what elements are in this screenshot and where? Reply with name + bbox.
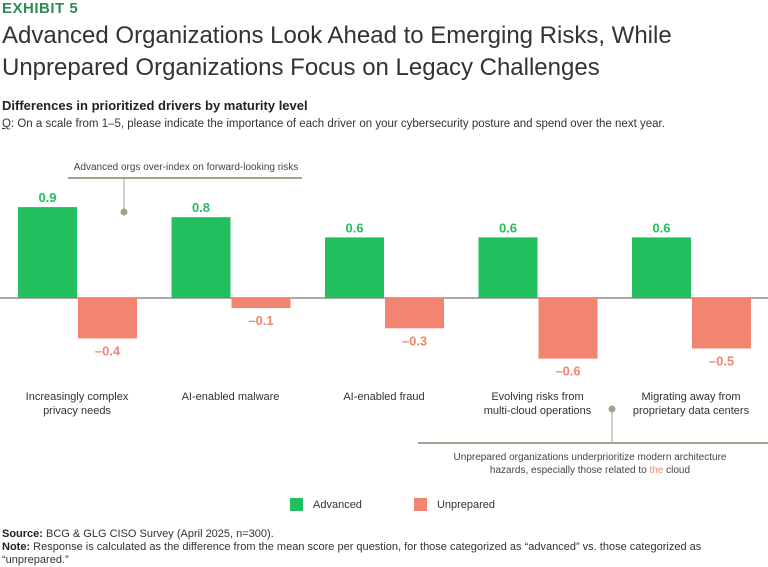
category-label-3-1: multi-cloud operations — [484, 405, 592, 417]
question-text: : On a scale from 1–5, please indicate t… — [10, 118, 665, 130]
bar-unprepared-2 — [385, 298, 444, 329]
annotation-top-text: Advanced orgs over-index on forward-look… — [74, 162, 299, 173]
label-advanced-4: 0.6 — [652, 220, 670, 235]
note-text: Response is calculated as the difference… — [2, 541, 702, 566]
label-unprepared-3: –0.6 — [555, 364, 580, 379]
label-unprepared-2: –0.3 — [402, 333, 427, 348]
legend-swatch-advanced — [290, 498, 303, 511]
bar-unprepared-1 — [231, 298, 291, 309]
label-advanced-2: 0.6 — [345, 220, 363, 235]
source-label: Source: — [2, 528, 43, 540]
label-advanced-3: 0.6 — [499, 220, 517, 235]
annotation-bottom-text-2-pre: hazards, especially those related to — [490, 465, 650, 476]
legend-label-advanced: Advanced — [313, 498, 362, 511]
bar-advanced-0 — [18, 207, 77, 298]
label-unprepared-1: –0.1 — [248, 313, 273, 328]
bar-advanced-4 — [632, 237, 691, 298]
annotation-top-dot — [120, 208, 128, 216]
legend-item-advanced: Advanced — [290, 498, 362, 511]
bar-advanced-1 — [171, 217, 231, 298]
chart-title-line1: Advanced Organizations Look Ahead to Eme… — [2, 22, 672, 49]
survey-question: Q: On a scale from 1–5, please indicate … — [2, 118, 665, 130]
chart-title: Advanced Organizations Look Ahead to Eme… — [2, 20, 762, 84]
question-prefix: Q — [2, 118, 11, 130]
annotation-bottom-text-2-post: cloud — [663, 465, 690, 476]
category-label-3-0: Evolving risks from — [491, 391, 583, 403]
exhibit-label: EXHIBIT 5 — [2, 0, 79, 17]
footer: Source: BCG & GLG CISO Survey (April 202… — [2, 528, 768, 567]
category-label-2-0: AI-enabled fraud — [343, 391, 424, 403]
category-label-0-0: Increasingly complex — [26, 391, 129, 403]
footer-source: Source: BCG & GLG CISO Survey (April 202… — [2, 528, 768, 541]
chart-legend: Advanced Unprepared — [290, 498, 495, 511]
annotation-bottom-dot — [608, 405, 616, 413]
annotation-bottom-text-2: hazards, especially those related to the… — [490, 465, 690, 476]
source-text: BCG & GLG CISO Survey (April 2025, n=300… — [42, 528, 274, 540]
category-label-1-0: AI-enabled malware — [182, 391, 280, 403]
legend-swatch-unprepared — [413, 498, 427, 511]
legend-item-unprepared: Unprepared — [413, 498, 496, 511]
bar-unprepared-4 — [692, 298, 751, 349]
label-advanced-0: 0.9 — [38, 190, 56, 205]
bar-unprepared-0 — [78, 298, 137, 339]
legend-label-unprepared: Unprepared — [436, 498, 496, 511]
label-advanced-1: 0.8 — [192, 200, 210, 215]
footer-note: Note: Response is calculated as the diff… — [2, 541, 768, 567]
note-label: Note: — [2, 541, 31, 553]
annotation-bottom-text-1: Unprepared organizations underprioritize… — [454, 452, 727, 463]
bar-unprepared-3 — [538, 298, 598, 359]
category-label-4-0: Migrating away from — [641, 391, 740, 403]
category-label-4-1: proprietary data centers — [633, 405, 750, 417]
label-unprepared-0: –0.4 — [95, 343, 121, 358]
bar-advanced-3 — [478, 237, 538, 298]
annotation-bottom-text-2-highlight: the — [649, 465, 663, 476]
chart-title-line2: Unprepared Organizations Focus on Legacy… — [2, 54, 600, 81]
chart-subtitle: Differences in prioritized drivers by ma… — [2, 98, 308, 113]
category-label-0-1: privacy needs — [43, 405, 111, 417]
bar-advanced-2 — [325, 237, 384, 298]
label-unprepared-4: –0.5 — [709, 354, 734, 369]
